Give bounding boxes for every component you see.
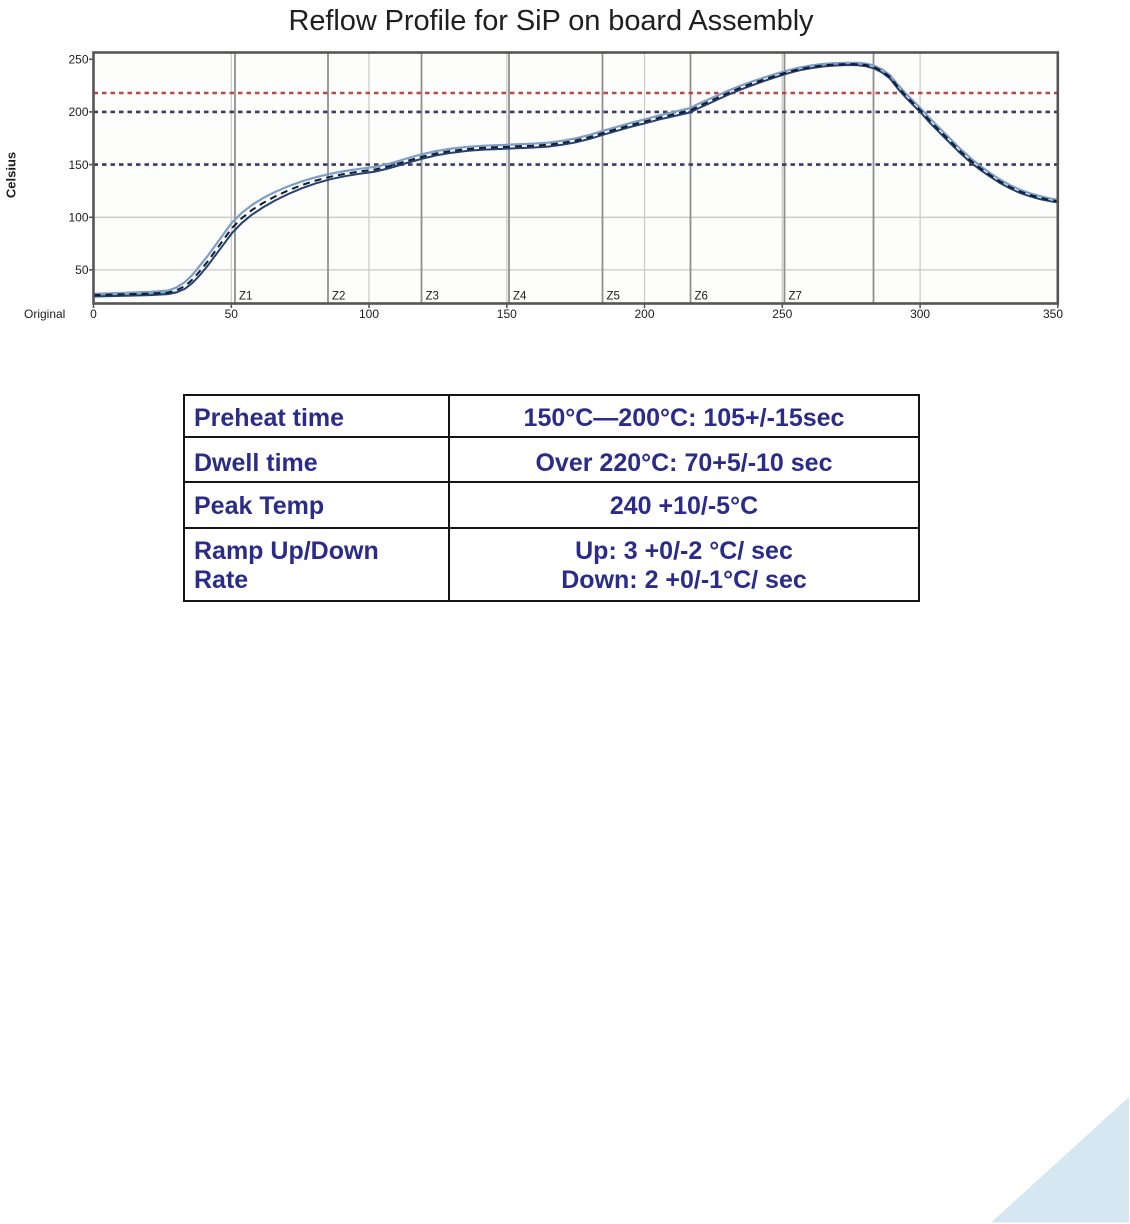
svg-text:Z3: Z3 — [426, 291, 439, 303]
svg-text:150: 150 — [497, 307, 517, 321]
svg-text:250: 250 — [772, 307, 792, 321]
svg-text:Z2: Z2 — [332, 291, 345, 303]
svg-text:Z7: Z7 — [789, 291, 802, 303]
svg-text:250: 250 — [68, 53, 88, 67]
svg-text:300: 300 — [910, 307, 930, 321]
svg-text:200: 200 — [634, 307, 654, 321]
svg-text:350: 350 — [1043, 307, 1063, 321]
svg-text:Z6: Z6 — [695, 291, 708, 303]
svg-text:Celsius: Celsius — [4, 152, 19, 198]
svg-text:50: 50 — [225, 307, 239, 321]
svg-text:50: 50 — [75, 263, 89, 277]
svg-text:Z5: Z5 — [607, 291, 620, 303]
svg-text:Z1: Z1 — [239, 291, 252, 303]
svg-text:100: 100 — [68, 211, 88, 225]
svg-text:150: 150 — [68, 158, 88, 172]
svg-text:Z4: Z4 — [513, 291, 527, 303]
svg-text:0: 0 — [90, 307, 97, 321]
svg-text:100: 100 — [359, 307, 379, 321]
svg-text:200: 200 — [68, 105, 88, 119]
svg-text:Original: Original — [24, 307, 65, 321]
